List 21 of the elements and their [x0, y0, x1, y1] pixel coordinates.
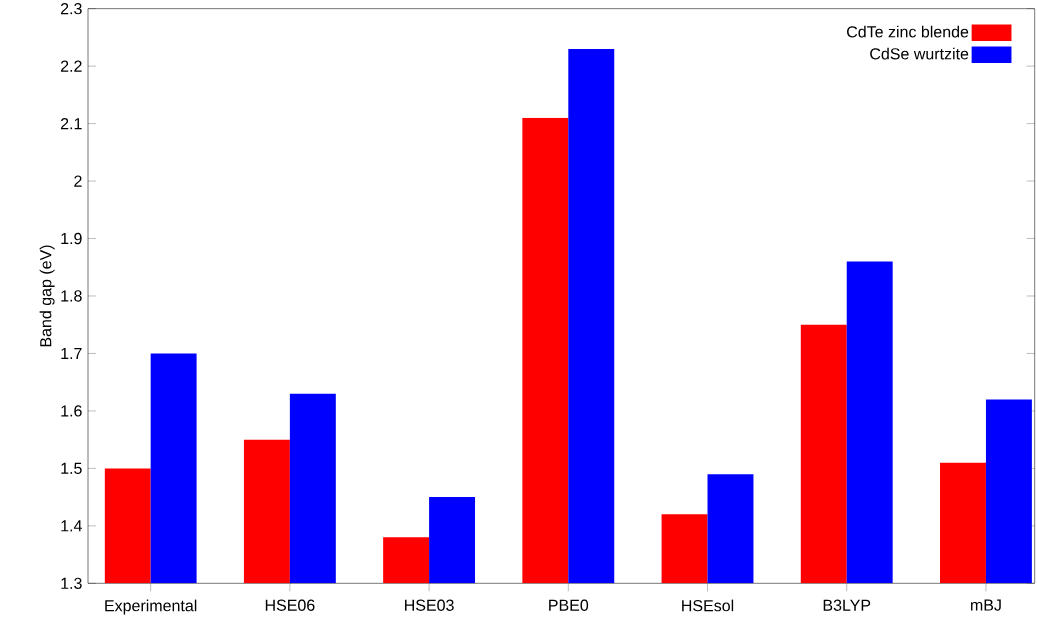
- legend-label: CdTe zinc blende: [847, 25, 969, 38]
- y-tick-label: 1.8: [61, 290, 82, 302]
- x-tick-label: HSE06: [265, 599, 315, 611]
- x-tick-label: HSE03: [405, 599, 454, 611]
- legend-label: CdSe wurtzite: [870, 47, 969, 60]
- y-tick-label: 1.7: [61, 347, 82, 359]
- y-tick-label: 2.2: [60, 60, 82, 72]
- x-tick-label: Experimental: [105, 599, 197, 615]
- y-tick-label: 2.3: [60, 2, 82, 15]
- y-tick-label: 1.3: [61, 577, 82, 589]
- y-tick-label: 2: [74, 175, 82, 187]
- x-tick-label: HSEsol: [682, 599, 734, 612]
- x-tick-label: B3LYP: [823, 599, 871, 611]
- y-tick-label: 1.4: [61, 520, 82, 532]
- y-tick-label: 1.5: [61, 462, 82, 474]
- y-tick-label: 1.9: [61, 232, 82, 245]
- y-axis-title: Band gap (eV): [39, 245, 55, 347]
- x-tick-label: mBJ: [971, 599, 1001, 611]
- y-tick-label: 1.6: [61, 405, 82, 417]
- y-tick-label: 2.1: [60, 118, 82, 130]
- x-tick-label: PBE0: [549, 599, 589, 611]
